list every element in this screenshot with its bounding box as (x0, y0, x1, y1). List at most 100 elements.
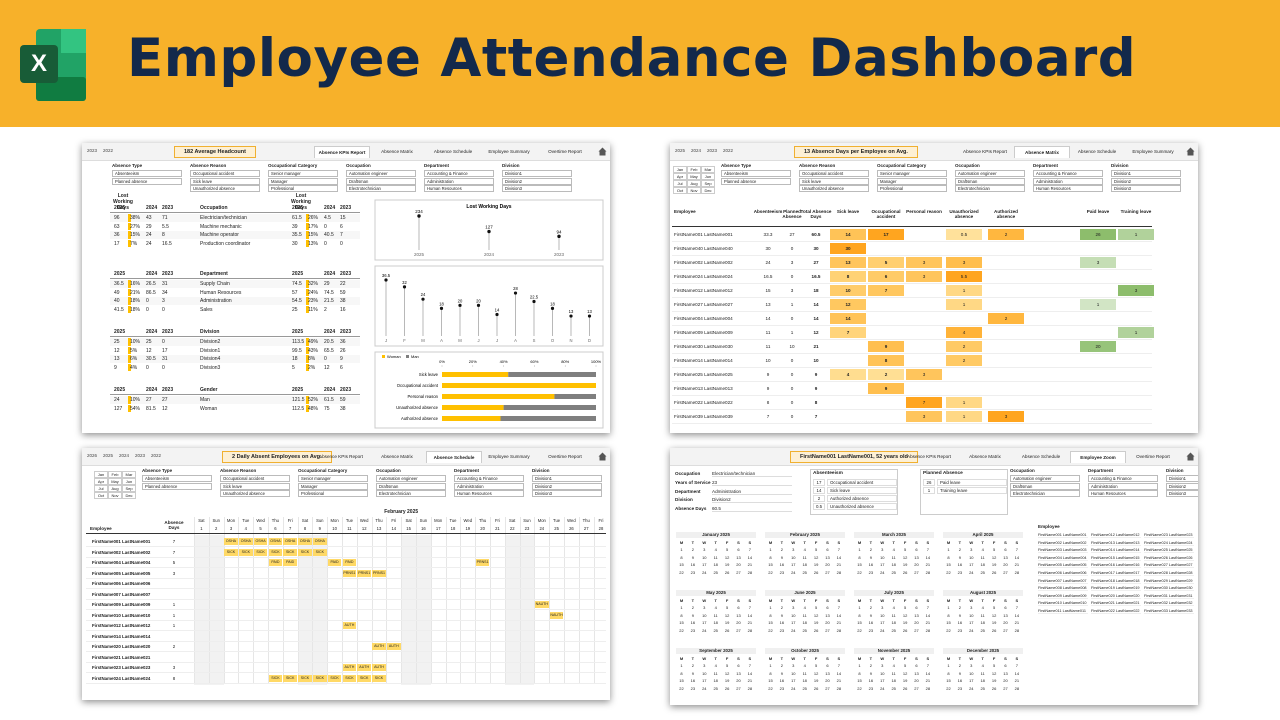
filter-option[interactable]: Electrotechnician (376, 490, 446, 497)
filter-option[interactable]: Absenteeism (112, 170, 182, 177)
filter-option[interactable]: Division2 (532, 482, 602, 490)
employee-link[interactable]: FirstName022 LastName022 (1091, 609, 1141, 614)
home-icon[interactable] (598, 147, 607, 156)
nav-tab[interactable]: Overtime Report (548, 149, 582, 154)
filter-option[interactable]: Automation engineer (346, 170, 416, 177)
filter-option[interactable]: Absenteeism (142, 475, 212, 482)
filter-option[interactable]: Electrotechnician (346, 185, 416, 192)
home-icon[interactable] (1186, 147, 1195, 156)
month-button[interactable]: May (108, 478, 122, 485)
month-button[interactable]: Sep (701, 180, 715, 187)
filter-option[interactable]: Unauthorized absence (220, 490, 290, 497)
employee-link[interactable]: FirstName033 LastName033 (1144, 609, 1194, 614)
nav-tab[interactable]: Absence Matrix (381, 149, 413, 154)
year-button[interactable]: 2023 (135, 453, 146, 458)
filter-option[interactable]: Division2 (502, 177, 572, 185)
nav-tab[interactable]: Employee Summary (488, 149, 530, 154)
filter-option[interactable]: Senior manager (298, 475, 368, 482)
filter-option[interactable]: Professional (268, 185, 338, 192)
filter-option[interactable]: Unauthorized absence (190, 185, 260, 192)
employee-link[interactable]: FirstName004 LastName004 (1038, 555, 1088, 561)
home-icon[interactable] (1186, 452, 1195, 461)
month-button[interactable]: Mar (122, 471, 136, 478)
month-button[interactable]: Feb (687, 166, 701, 173)
nav-tab[interactable]: Absence Matrix (1014, 146, 1070, 158)
filter-option[interactable]: Administration (424, 177, 494, 185)
home-icon[interactable] (598, 452, 607, 461)
month-button[interactable]: May (687, 173, 701, 180)
month-button[interactable]: Dec (122, 492, 136, 499)
month-button[interactable]: Sep (122, 485, 136, 492)
filter-option[interactable]: Occupational accident (220, 475, 290, 482)
filter-option[interactable]: Professional (298, 490, 368, 497)
filter-option[interactable]: Division3 (1166, 490, 1198, 497)
nav-tab[interactable]: Absence KPIs Report (314, 146, 370, 158)
employee-link[interactable]: FirstName029 LastName029 (1144, 578, 1194, 584)
nav-tab[interactable]: Overtime Report (548, 454, 582, 459)
month-button[interactable]: Jun (122, 478, 136, 485)
filter-option[interactable]: Unauthorized absence (799, 185, 869, 192)
filter-option[interactable]: Automation engineer (376, 475, 446, 482)
year-button[interactable]: 2024 (119, 453, 130, 458)
month-button[interactable]: Dec (701, 187, 715, 194)
employee-link[interactable]: FirstName028 LastName028 (1144, 571, 1194, 576)
year-button[interactable]: 2025 (675, 148, 686, 153)
employee-link[interactable]: FirstName027 LastName027 (1144, 563, 1194, 569)
filter-option[interactable]: Sick leave (190, 177, 260, 185)
filter-option[interactable]: Accounting & Finance (1088, 475, 1158, 482)
month-button[interactable]: Feb (108, 471, 122, 478)
month-button[interactable]: Apr (94, 478, 108, 485)
year-button[interactable]: 2023 (707, 148, 718, 153)
month-button[interactable]: Mar (701, 166, 715, 173)
filter-option[interactable]: Manager (268, 177, 338, 185)
filter-option[interactable]: Automation engineer (955, 170, 1025, 177)
filter-option[interactable]: Division3 (1111, 185, 1181, 192)
filter-option[interactable]: Sick leave (799, 177, 869, 185)
employee-link[interactable]: FirstName032 LastName032 (1144, 601, 1194, 607)
employee-link[interactable]: FirstName016 LastName016 (1091, 563, 1141, 569)
nav-tab[interactable]: Absence Matrix (381, 454, 413, 459)
filter-option[interactable]: Planned absence (721, 177, 791, 185)
nav-tab[interactable]: Absence Schedule (1021, 454, 1061, 459)
filter-option[interactable]: Manager (298, 482, 368, 490)
filter-option[interactable]: Planned absence (112, 177, 182, 185)
filter-option[interactable]: Division2 (1166, 482, 1198, 490)
filter-option[interactable]: Administration (1033, 177, 1103, 185)
filter-option[interactable]: Accounting & Finance (424, 170, 494, 177)
filter-option[interactable]: Division2 (1111, 177, 1181, 185)
employee-link[interactable]: FirstName007 LastName007 (1038, 578, 1088, 584)
filter-option[interactable]: Draftsman (955, 177, 1025, 185)
nav-tab[interactable]: Absence Matrix (969, 454, 1001, 459)
employee-link[interactable]: FirstName018 LastName018 (1091, 578, 1141, 584)
employee-link[interactable]: FirstName031 LastName031 (1144, 593, 1194, 599)
filter-option[interactable]: Human Resources (1088, 490, 1158, 497)
employee-link[interactable]: FirstName020 LastName020 (1091, 593, 1141, 599)
nav-tab[interactable]: Employee Zoom (1070, 451, 1126, 463)
filter-option[interactable]: Division1 (502, 170, 572, 177)
employee-link[interactable]: FirstName030 LastName030 (1144, 586, 1194, 592)
filter-option[interactable]: Division3 (532, 490, 602, 497)
filter-option[interactable]: Occupational accident (799, 170, 869, 177)
month-button[interactable]: Jul (673, 180, 687, 187)
year-button[interactable]: 2026 (87, 453, 98, 458)
filter-option[interactable]: Occupational accident (190, 170, 260, 177)
nav-tab[interactable]: Employee Summary (488, 454, 530, 459)
year-button[interactable]: 2025 (103, 453, 114, 458)
filter-option[interactable]: Sick leave (220, 482, 290, 490)
month-button[interactable]: Aug (687, 180, 701, 187)
month-button[interactable]: Jan (673, 166, 687, 173)
year-button[interactable]: 2022 (103, 148, 114, 153)
employee-link[interactable]: FirstName006 LastName006 (1038, 571, 1088, 576)
filter-option[interactable]: Senior manager (877, 170, 947, 177)
month-button[interactable]: Oct (94, 492, 108, 499)
nav-tab[interactable]: Employee Summary (1132, 149, 1174, 154)
filter-option[interactable]: Accounting & Finance (1033, 170, 1103, 177)
year-button[interactable]: 2024 (691, 148, 702, 153)
employee-link[interactable]: FirstName002 LastName002 (1038, 540, 1088, 546)
employee-link[interactable]: FirstName024 LastName024 (1144, 540, 1194, 546)
year-button[interactable]: 2023 (87, 148, 98, 153)
filter-option[interactable]: Human Resources (454, 490, 524, 497)
filter-option[interactable]: Division3 (502, 185, 572, 192)
year-button[interactable]: 2022 (723, 148, 734, 153)
employee-link[interactable]: FirstName001 LastName001 (1038, 533, 1088, 538)
